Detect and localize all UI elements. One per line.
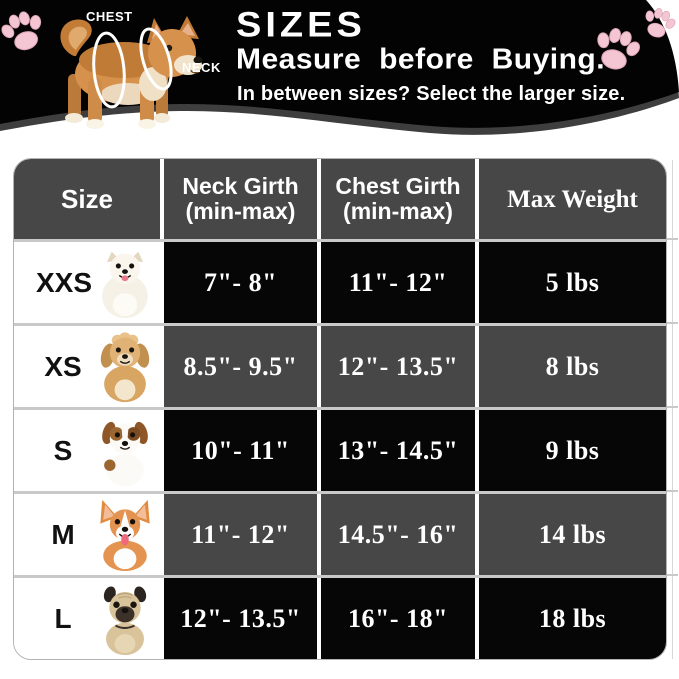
fluffy-puppy-photo	[100, 331, 150, 402]
table-row-l: L 12"- 13.5" 16"- 18" 18 lbs	[14, 575, 666, 659]
table-edge-tick	[667, 322, 678, 324]
pomeranian-photo	[102, 251, 148, 318]
table-row-s: S 10"- 11" 13"- 14.5" 9 lbs	[14, 407, 666, 491]
header-max-weight: Max Weight	[479, 159, 666, 239]
table-edge-line	[672, 160, 673, 659]
jack-russell-photo	[102, 421, 148, 486]
table-row-m: M 11"- 12" 14.5"- 16" 14 lbs	[14, 491, 666, 575]
table-row-xxs: XXS 7"- 8" 11"- 12" 5 lbs	[14, 239, 666, 323]
neck-label: NECK	[182, 60, 221, 75]
size-cell-l: L	[14, 578, 160, 659]
header-chest-girth: Chest Girth (min-max)	[321, 159, 475, 239]
max-weight-value: 8 lbs	[479, 326, 666, 407]
table-row-xs: XS 8.5"- 9.5" 12"- 13.5" 8 lbs	[14, 323, 666, 407]
table-edge-tick	[667, 406, 678, 408]
chest-girth-value: 14.5"- 16"	[321, 494, 475, 575]
chest-girth-value: 12"- 13.5"	[321, 326, 475, 407]
neck-girth-value: 7"- 8"	[164, 242, 317, 323]
header-weight-label: Max Weight	[507, 185, 638, 213]
size-chart-table: Size Neck Girth (min-max) Chest Girth (m…	[13, 158, 667, 660]
banner-graphic	[0, 0, 679, 135]
neck-girth-value: 8.5"- 9.5"	[164, 326, 317, 407]
max-weight-value: 14 lbs	[479, 494, 666, 575]
size-label: M	[51, 518, 75, 550]
max-weight-value: 5 lbs	[479, 242, 666, 323]
corgi-photo	[100, 499, 150, 571]
header-banner: SIZES Measure before Buying. In between …	[0, 0, 679, 152]
header-size: Size	[14, 159, 160, 239]
max-weight-value: 18 lbs	[479, 578, 666, 659]
puppy-measure-illustration	[60, 16, 203, 129]
header-size-label: Size	[60, 183, 114, 214]
chest-girth-value: 13"- 14.5"	[321, 410, 475, 491]
size-cell-xs: XS	[14, 326, 160, 407]
size-label: S	[53, 434, 73, 466]
size-label: XS	[44, 350, 82, 382]
pug-photo	[103, 585, 147, 655]
chest-girth-value: 11"- 12"	[321, 242, 475, 323]
chest-label: CHEST	[86, 9, 133, 24]
banner-note: In between sizes? Select the larger size…	[237, 83, 626, 105]
size-label: XXS	[36, 266, 93, 298]
header-neck-line1: Neck Girth	[182, 173, 299, 200]
banner-title: SIZES	[236, 6, 366, 45]
max-weight-value: 9 lbs	[479, 410, 666, 491]
banner-subtitle: Measure before Buying.	[236, 44, 606, 76]
table-edge-tick	[667, 490, 678, 492]
header-neck-line2: (min-max)	[185, 198, 296, 224]
neck-measure-loop	[139, 27, 173, 91]
neck-girth-value: 10"- 11"	[164, 410, 317, 491]
chest-measure-loop	[92, 31, 126, 109]
table-edge-tick	[667, 238, 678, 240]
neck-girth-value: 12"- 13.5"	[164, 578, 317, 659]
header-chest-line1: Chest Girth	[335, 173, 461, 200]
size-cell-s: S	[14, 410, 160, 491]
chest-girth-value: 16"- 18"	[321, 578, 475, 659]
table-edge-tick	[667, 574, 678, 576]
neck-girth-value: 11"- 12"	[164, 494, 317, 575]
header-neck-girth: Neck Girth (min-max)	[164, 159, 317, 239]
size-label: L	[54, 602, 72, 634]
size-cell-xxs: XXS	[14, 242, 160, 323]
table-header-row: Size Neck Girth (min-max) Chest Girth (m…	[14, 159, 666, 239]
header-chest-line2: (min-max)	[343, 198, 453, 224]
size-cell-m: M	[14, 494, 160, 575]
